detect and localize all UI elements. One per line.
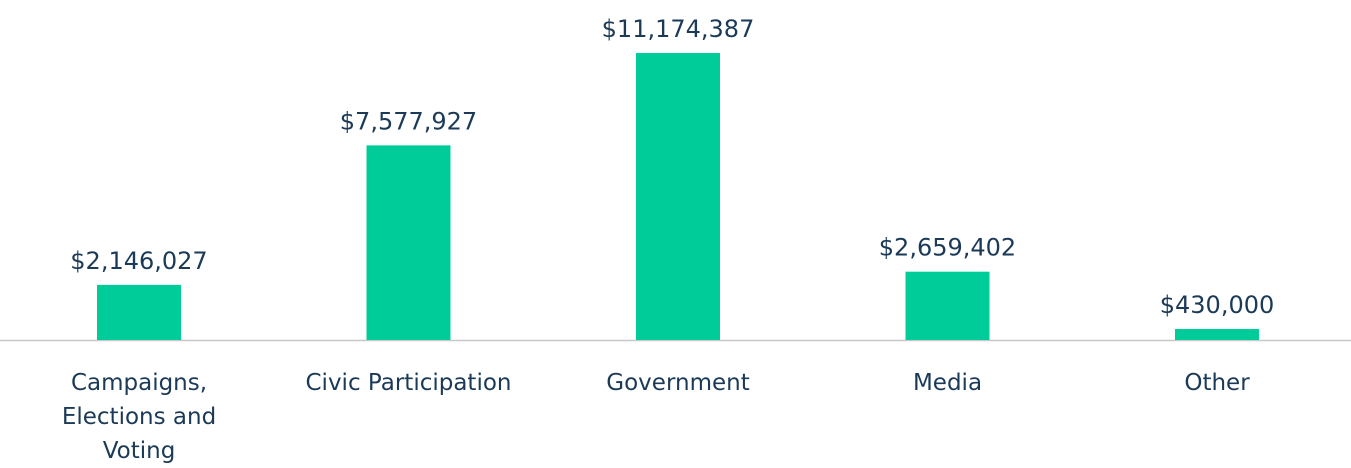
bar <box>1175 328 1259 340</box>
value-label: $2,659,402 <box>879 234 1016 262</box>
x-tick-label: Government <box>606 370 750 396</box>
x-tick-label: Civic Participation <box>305 370 512 396</box>
bar <box>905 271 990 340</box>
bar <box>636 53 720 340</box>
bar <box>97 284 181 340</box>
value-label: $2,146,027 <box>70 247 207 275</box>
x-tick-label: Media <box>912 370 983 396</box>
x-tick-label: Other <box>1184 370 1250 396</box>
value-label: $430,000 <box>1160 291 1275 319</box>
value-label: $7,577,927 <box>340 107 477 135</box>
bar <box>366 145 451 340</box>
x-tick-label: Campaigns, Elections and Voting <box>61 370 217 464</box>
value-label: $11,174,387 <box>602 15 755 43</box>
